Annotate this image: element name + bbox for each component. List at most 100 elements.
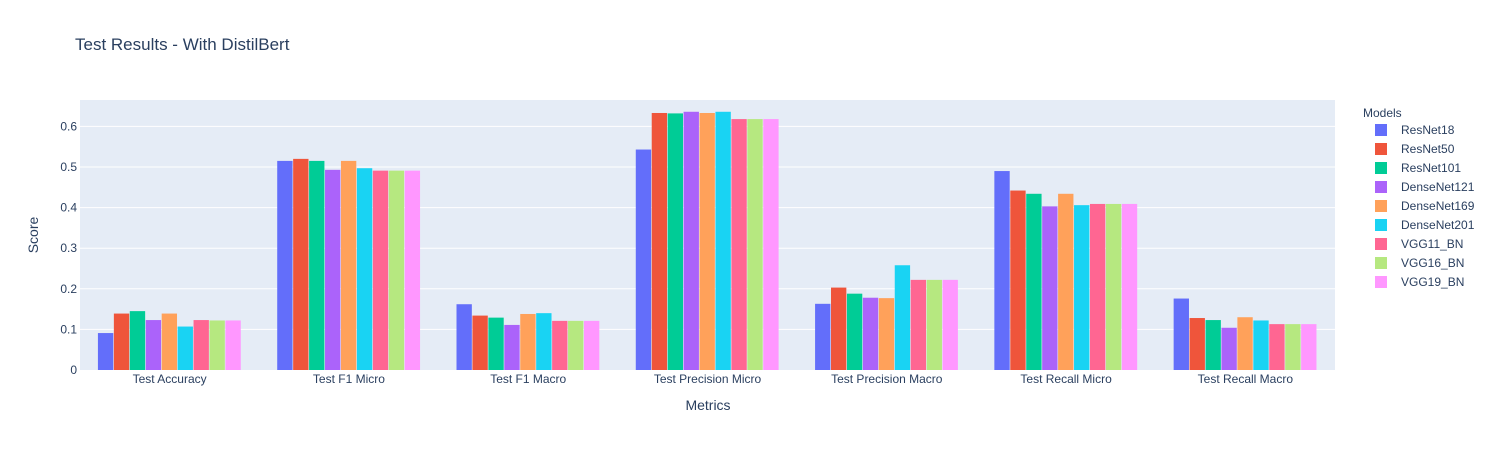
bar[interactable] [846, 293, 863, 370]
legend-label: VGG11_BN [1401, 237, 1463, 251]
bar[interactable] [1105, 203, 1122, 370]
bar[interactable] [97, 333, 114, 370]
bar[interactable] [113, 313, 130, 370]
bar[interactable] [277, 160, 293, 370]
legend-title: Models [1363, 106, 1402, 120]
bar[interactable] [129, 311, 146, 370]
bar[interactable] [372, 170, 389, 370]
legend-swatch [1375, 181, 1387, 193]
legend-item[interactable]: ResNet50 [1375, 142, 1455, 156]
y-tick-label: 0 [70, 363, 77, 377]
legend-swatch [1375, 124, 1387, 136]
bar[interactable] [926, 279, 942, 370]
legend-item[interactable]: VGG19_BN [1375, 275, 1464, 289]
bar[interactable] [1074, 205, 1090, 370]
legend-item[interactable]: DenseNet121 [1375, 180, 1475, 194]
legend-swatch [1375, 162, 1387, 174]
x-axis-ticks: Test Accuracy Test F1 Micro Test F1 Macro T… [133, 372, 1294, 386]
bar[interactable] [209, 320, 225, 370]
bar[interactable] [340, 160, 357, 370]
bar[interactable] [456, 304, 472, 370]
bar[interactable] [309, 160, 325, 370]
bar[interactable] [683, 111, 699, 370]
bar[interactable] [568, 320, 584, 370]
bar[interactable] [894, 265, 911, 370]
bar[interactable] [942, 279, 958, 370]
bars [97, 111, 1317, 371]
bar[interactable] [1089, 203, 1106, 370]
y-tick-label: 0.3 [60, 241, 77, 255]
bar[interactable] [1237, 317, 1253, 370]
legend[interactable]: Models ResNet18 ResNet50 ResNet101 DenseNet… [1363, 106, 1475, 289]
x-tick-label: Test F1 Macro [490, 372, 566, 386]
x-tick-label: Test Precision Macro [831, 372, 943, 386]
bar[interactable] [910, 279, 927, 370]
bar[interactable] [1301, 324, 1317, 370]
bar[interactable] [862, 297, 879, 370]
bar[interactable] [225, 320, 241, 370]
bar[interactable] [388, 170, 405, 370]
bar[interactable] [1253, 320, 1269, 370]
bar[interactable] [994, 171, 1010, 370]
bar[interactable] [635, 149, 652, 370]
bar[interactable] [1121, 203, 1138, 370]
bar[interactable] [699, 112, 715, 370]
y-tick-label: 0.5 [60, 160, 77, 174]
bar[interactable] [583, 320, 600, 370]
bar[interactable] [193, 320, 209, 370]
bar[interactable] [145, 320, 162, 370]
bar[interactable] [177, 326, 193, 370]
bar[interactable] [1285, 324, 1301, 370]
legend-label: VGG19_BN [1401, 275, 1464, 289]
bar[interactable] [1026, 193, 1042, 370]
y-axis-title: Score [25, 217, 41, 254]
bar[interactable] [1269, 324, 1285, 370]
bar[interactable] [161, 313, 178, 370]
bar[interactable] [404, 170, 421, 370]
bar[interactable] [815, 303, 831, 370]
x-tick-label: Test Recall Macro [1198, 372, 1294, 386]
bar[interactable] [1205, 320, 1221, 370]
bar[interactable] [520, 313, 536, 370]
bar[interactable] [731, 119, 747, 371]
bar[interactable] [472, 315, 488, 370]
bar[interactable] [356, 168, 373, 370]
x-tick-label: Test Accuracy [133, 372, 207, 386]
legend-item[interactable]: VGG11_BN [1375, 237, 1463, 251]
bar[interactable] [488, 317, 504, 370]
bar[interactable] [667, 113, 683, 370]
y-axis-ticks: 0 0.1 0.2 0.3 0.4 0.5 0.6 [60, 119, 77, 377]
bar[interactable] [831, 287, 847, 370]
bar[interactable] [747, 119, 763, 371]
bar[interactable] [552, 320, 568, 370]
bar[interactable] [536, 313, 552, 370]
bar[interactable] [1221, 327, 1237, 370]
legend-label: ResNet50 [1401, 142, 1455, 156]
legend-item[interactable]: DenseNet201 [1375, 218, 1475, 232]
legend-label: VGG16_BN [1401, 256, 1464, 270]
bar[interactable] [1042, 206, 1058, 370]
bar[interactable] [763, 119, 779, 371]
legend-item[interactable]: ResNet18 [1375, 123, 1455, 137]
bar[interactable] [651, 112, 668, 370]
x-axis-title: Metrics [685, 397, 730, 413]
legend-swatch [1375, 257, 1387, 269]
y-tick-label: 0.4 [60, 201, 77, 215]
bar[interactable] [878, 298, 895, 370]
bar[interactable] [1173, 298, 1189, 370]
bar[interactable] [1058, 193, 1074, 370]
legend-item[interactable]: ResNet101 [1375, 161, 1461, 175]
bar[interactable] [1010, 190, 1026, 370]
y-tick-label: 0.1 [60, 322, 77, 336]
legend-label: ResNet101 [1401, 161, 1461, 175]
bar[interactable] [715, 111, 731, 370]
bar[interactable] [293, 158, 309, 370]
legend-item[interactable]: DenseNet169 [1375, 199, 1475, 213]
bar[interactable] [1189, 318, 1205, 370]
bar[interactable] [325, 169, 341, 370]
chart-title: Test Results - With DistilBert [75, 35, 290, 54]
legend-item[interactable]: VGG16_BN [1375, 256, 1464, 270]
bar[interactable] [504, 324, 520, 370]
legend-swatch [1375, 238, 1387, 250]
